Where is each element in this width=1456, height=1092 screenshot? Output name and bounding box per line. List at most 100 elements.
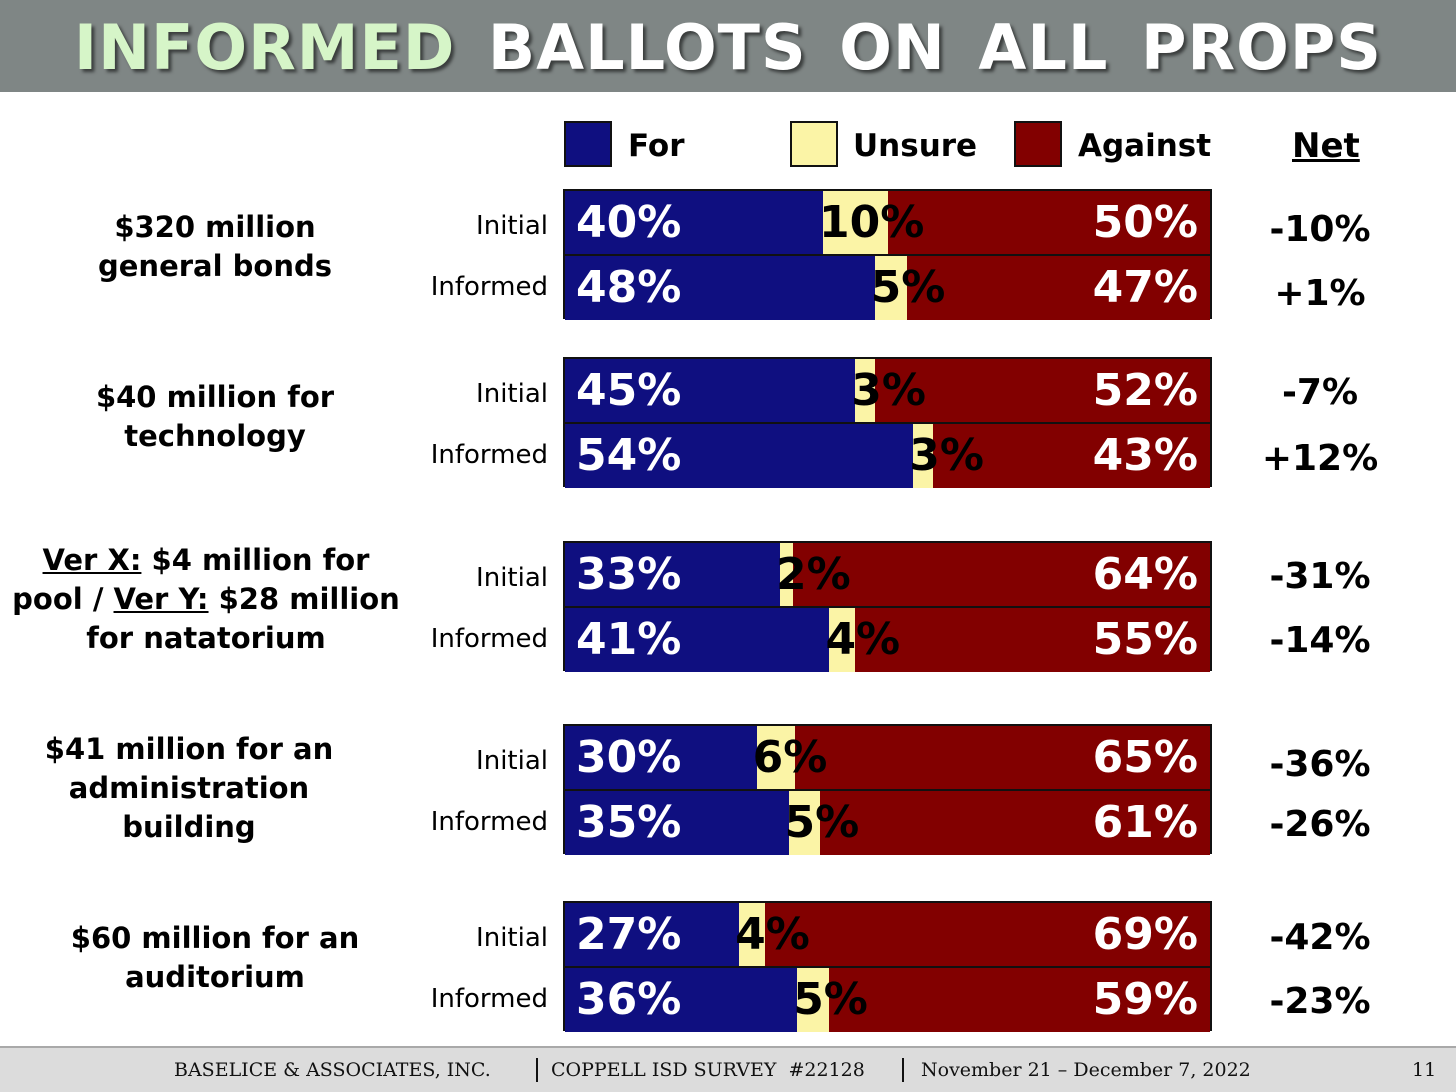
data-label-unsure: 2%	[776, 549, 851, 600]
data-label-unsure: 3%	[851, 365, 926, 416]
bar-group	[563, 901, 1212, 1032]
prop-label-line: administration	[68, 771, 310, 805]
bar-segment-against	[764, 903, 1210, 967]
bar-segment-against	[829, 968, 1210, 1032]
data-label-unsure: 3%	[909, 430, 984, 481]
net-column-header: Net	[1292, 126, 1360, 166]
bar-segment-for	[565, 791, 789, 855]
bar-segment-unsure	[823, 191, 888, 255]
bar-segment-against	[906, 256, 1210, 320]
legend-label-for: For	[628, 128, 685, 164]
bar-row-divider	[565, 789, 1210, 791]
data-label-for: 54%	[576, 430, 682, 481]
bar-segment-for	[565, 359, 856, 423]
data-label-for: 35%	[576, 797, 682, 848]
net-value: +12%	[1261, 438, 1379, 479]
bar-segment-for	[565, 424, 914, 488]
data-label-against: 55%	[1092, 614, 1198, 665]
data-label-unsure: 10%	[819, 197, 925, 248]
version-x-label: Ver X:	[42, 543, 142, 577]
net-value: -36%	[1269, 744, 1371, 785]
net-value: +1%	[1274, 273, 1366, 314]
prop-label-line: $41 million for an	[44, 732, 334, 766]
data-label-unsure: 5%	[784, 797, 860, 848]
prop-label-technology: $40 million for technology	[20, 378, 410, 456]
prop-label-line: for natatorium	[86, 621, 326, 655]
bar-group	[563, 541, 1212, 672]
footer-separator	[902, 1058, 904, 1082]
bar-segment-unsure	[829, 608, 856, 672]
data-label-against: 69%	[1092, 909, 1198, 960]
bar-segment-against	[855, 608, 1210, 672]
data-label-against: 59%	[1092, 974, 1198, 1025]
prop-label-natatorium: Ver X: $4 million for pool / Ver Y: $28 …	[10, 541, 402, 658]
prop-label-line: technology	[124, 419, 306, 453]
data-label-for: 33%	[576, 549, 682, 600]
net-value: -23%	[1269, 981, 1371, 1022]
prop-label-text: $4 million for	[141, 543, 370, 577]
prop-label-text: $28 million	[208, 582, 400, 616]
bar-segment-unsure	[855, 359, 875, 423]
footer-separator	[536, 1058, 538, 1082]
bar-segment-against	[874, 359, 1210, 423]
bar-segment-for	[565, 968, 798, 1032]
bar-segment-for	[565, 608, 830, 672]
bar-segment-against	[793, 543, 1210, 607]
bar-group	[563, 357, 1212, 488]
title-banner	[0, 0, 1456, 92]
prop-label-line: general bonds	[98, 249, 332, 283]
row-label-informed: Informed	[430, 984, 548, 1014]
data-label-against: 65%	[1092, 732, 1198, 783]
row-label-informed: Informed	[430, 272, 548, 302]
bar-segment-against	[932, 424, 1210, 488]
prop-label-auditorium: $60 million for an auditorium	[20, 919, 410, 997]
bar-row-divider	[565, 422, 1210, 424]
data-label-against: 47%	[1092, 262, 1198, 313]
bar-segment-for	[565, 256, 875, 320]
data-label-unsure: 4%	[735, 909, 810, 960]
bar-segment-against	[887, 191, 1210, 255]
row-label-initial: Initial	[476, 923, 548, 953]
prop-label-general-bonds: $320 million general bonds	[20, 208, 410, 286]
net-value: -14%	[1269, 620, 1371, 661]
net-value: -26%	[1269, 804, 1371, 845]
legend-swatch-unsure	[790, 121, 838, 167]
data-label-for: 30%	[576, 732, 682, 783]
bar-segment-for	[565, 903, 740, 967]
data-label-for: 36%	[576, 974, 682, 1025]
prop-label-text: pool /	[12, 582, 114, 616]
footer-survey: COPPELL ISD SURVEY #22128	[551, 1059, 865, 1081]
data-label-unsure: 6%	[752, 732, 828, 783]
legend-swatch-for	[564, 121, 612, 167]
bar-segment-unsure	[756, 726, 795, 790]
bar-segment-unsure	[739, 903, 765, 967]
prop-label-line: $320 million	[114, 210, 316, 244]
bar-segment-unsure	[788, 791, 821, 855]
prop-label-line: pool / Ver Y: $28 million	[10, 580, 402, 619]
net-value: -42%	[1269, 917, 1371, 958]
bar-segment-for	[565, 191, 823, 255]
bar-segment-for	[565, 543, 780, 607]
data-label-for: 48%	[576, 262, 682, 313]
version-y-label: Ver Y:	[113, 582, 209, 616]
title-rest: BALLOTS ON ALL PROPS	[487, 11, 1382, 84]
net-value: -10%	[1269, 209, 1371, 250]
prop-label-line: building	[122, 810, 256, 844]
prop-label-line: auditorium	[125, 960, 305, 994]
data-label-for: 40%	[576, 197, 682, 248]
bar-segment-against	[820, 791, 1210, 855]
footer-company: BASELICE & ASSOCIATES, INC.	[174, 1059, 491, 1081]
page-title: INFORMED BALLOTS ON ALL PROPS	[0, 6, 1456, 90]
row-label-informed: Informed	[430, 624, 548, 654]
legend-label-unsure: Unsure	[853, 128, 978, 164]
row-label-initial: Initial	[476, 379, 548, 409]
bar-segment-against	[794, 726, 1210, 790]
net-value: -31%	[1269, 556, 1371, 597]
data-label-for: 45%	[576, 365, 682, 416]
footer-dates: November 21 – December 7, 2022	[921, 1059, 1251, 1081]
data-label-against: 61%	[1092, 797, 1198, 848]
net-value: -7%	[1281, 372, 1359, 413]
prop-label-line: $60 million for an	[70, 921, 360, 955]
data-label-for: 27%	[576, 909, 682, 960]
row-label-initial: Initial	[476, 746, 548, 776]
